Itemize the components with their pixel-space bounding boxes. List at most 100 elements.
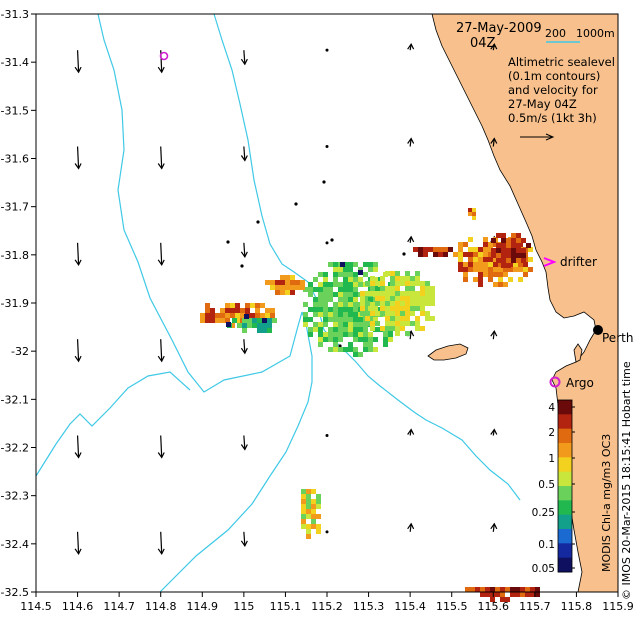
colorbar-swatch xyxy=(558,414,572,430)
chl-pixel xyxy=(395,296,400,301)
chl-pixel xyxy=(410,291,415,296)
chl-pixel xyxy=(516,248,521,253)
chl-pixel xyxy=(338,302,343,307)
velocity-arrow xyxy=(76,50,80,73)
chl-pixel xyxy=(395,291,400,296)
velocity-arrow xyxy=(243,531,246,546)
chl-pixel xyxy=(473,277,478,282)
chl-pixel xyxy=(380,286,385,291)
chl-pixel xyxy=(385,326,390,331)
chl-pixel xyxy=(463,267,468,272)
velocity-dot xyxy=(294,202,298,206)
velocity-arrows xyxy=(74,42,498,556)
drifter-marker xyxy=(543,257,557,267)
chl-pixel xyxy=(430,301,435,306)
chl-pixel xyxy=(483,262,488,267)
lat-tick-label: -32.2 xyxy=(1,442,29,455)
chl-pixel xyxy=(210,318,215,323)
chl-pixel xyxy=(526,243,531,248)
time-label: 04Z xyxy=(470,36,496,51)
chl-pixel xyxy=(420,301,425,306)
velocity-arrow-head xyxy=(74,259,82,267)
chl-pixel xyxy=(368,297,373,302)
chl-pixel xyxy=(420,291,425,296)
chl-pixel xyxy=(225,318,230,323)
chl-pixel xyxy=(491,253,496,258)
chl-pixel xyxy=(338,327,343,332)
chl-pixel xyxy=(316,524,321,529)
chl-pixel xyxy=(465,587,470,592)
chl-pixel xyxy=(490,587,495,592)
chl-pixel xyxy=(333,272,338,277)
chl-pixel xyxy=(511,233,516,238)
chl-pixel xyxy=(493,262,498,267)
chl-pixel xyxy=(363,272,368,277)
rottnest-island xyxy=(427,343,469,361)
chl-pixel xyxy=(385,291,390,296)
chl-pixel xyxy=(328,307,333,312)
chl-pixel xyxy=(306,534,311,539)
chl-pixel xyxy=(272,318,277,323)
chl-pixel xyxy=(343,317,348,322)
chl-pixel xyxy=(500,587,505,592)
chl-pixel xyxy=(405,301,410,306)
chl-pixel xyxy=(488,267,493,272)
chl-pixel xyxy=(360,311,365,316)
chl-pixel xyxy=(318,332,323,337)
colorbar-swatch xyxy=(558,500,572,516)
chl-pixel xyxy=(425,301,430,306)
chl-pixel xyxy=(306,509,311,514)
chl-pixel xyxy=(496,233,501,238)
chl-pixel xyxy=(262,323,267,328)
colorbar-tick-label: 0.5 xyxy=(538,479,555,491)
colorbar-tick-label: 0.1 xyxy=(538,539,555,551)
chl-pixel xyxy=(491,248,496,253)
chl-pixel xyxy=(496,243,501,248)
chl-pixel xyxy=(395,276,400,281)
chl-pixel xyxy=(496,253,501,258)
chl-pixel xyxy=(490,592,495,597)
chl-pixel xyxy=(318,342,323,347)
velocity-arrow-head xyxy=(407,235,415,243)
lat-tick-label: -32.3 xyxy=(1,490,29,503)
chl-pixel xyxy=(395,281,400,286)
chl-pixel xyxy=(525,587,530,592)
velocity-arrow xyxy=(76,531,80,554)
chl-pixel xyxy=(333,342,338,347)
chl-pixel xyxy=(295,285,300,290)
chl-pixel xyxy=(255,313,260,318)
chl-pixel xyxy=(353,272,358,277)
chl-pixel xyxy=(453,252,458,257)
chl-pixel xyxy=(478,257,483,262)
chl-pixel xyxy=(301,489,306,494)
chl-pixel xyxy=(252,323,257,328)
chl-pixel xyxy=(313,322,318,327)
velocity-arrow xyxy=(492,138,495,147)
chl-pixel xyxy=(353,352,358,357)
chl-pixel xyxy=(478,252,483,257)
chl-pixel xyxy=(400,281,405,286)
chl-pixel xyxy=(498,267,503,272)
chl-pixel xyxy=(513,262,518,267)
chl-pixel xyxy=(368,302,373,307)
legend-line-1: Altimetric sealevel xyxy=(508,55,615,69)
chl-pixel xyxy=(328,282,333,287)
chl-pixel xyxy=(301,494,306,499)
chl-pixel xyxy=(370,326,375,331)
velocity-arrow-head xyxy=(240,155,248,162)
chl-pixel xyxy=(373,347,378,352)
chl-pixel xyxy=(333,262,338,267)
chl-pixel xyxy=(220,313,225,318)
chl-pixel xyxy=(368,262,373,267)
lon-tick-label: 115.8 xyxy=(561,600,593,613)
credit-text: © IMOS 20-Mar-2015 18:15:41 Hobart time xyxy=(620,361,633,600)
chl-pixel xyxy=(458,247,463,252)
chl-pixel xyxy=(390,286,395,291)
chl-pixel xyxy=(521,253,526,258)
chl-pixel xyxy=(515,592,520,597)
chl-pixel xyxy=(343,312,348,317)
chl-pixel xyxy=(275,280,280,285)
chl-pixel xyxy=(333,317,338,322)
chl-pixel xyxy=(306,504,311,509)
chl-pixel xyxy=(373,262,378,267)
